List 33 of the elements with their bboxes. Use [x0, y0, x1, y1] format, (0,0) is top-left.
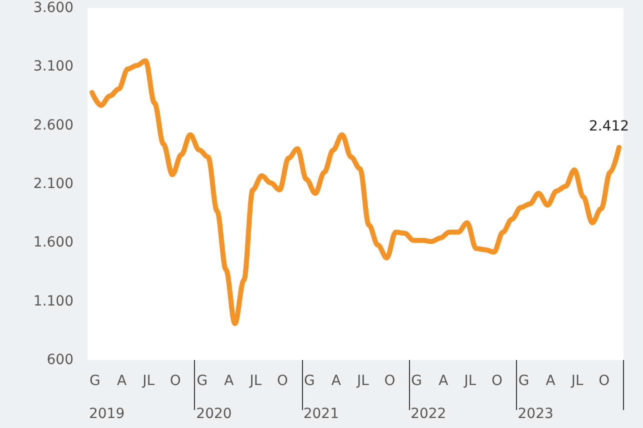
x-tick-label: JL: [248, 373, 262, 389]
x-tick-label: G: [196, 373, 208, 389]
x-tick-label: JL: [356, 373, 370, 389]
x-tick-label: O: [491, 373, 502, 389]
y-tick-label: 3.600: [33, 0, 74, 16]
x-tick-label: O: [598, 373, 610, 389]
y-tick-label: 600: [46, 352, 74, 368]
x-tick-label: JL: [142, 373, 155, 389]
x-tick-label: A: [546, 373, 556, 389]
text: 2020: [196, 406, 232, 422]
x-tick-label: G: [518, 373, 530, 389]
x-tick-label: A: [224, 373, 234, 389]
y-tick-label: 2.100: [33, 176, 74, 192]
data-label: 2.412: [588, 118, 630, 134]
x-tick-label: G: [411, 373, 422, 389]
x-tick-label: JL: [463, 373, 476, 389]
text: 2019: [88, 406, 125, 422]
text: 2021: [303, 406, 340, 422]
x-tick-label: O: [277, 373, 288, 389]
x-tick-label: JL: [570, 373, 584, 389]
y-tick-label: 1.600: [33, 234, 74, 251]
y-tick-label: 3.100: [33, 58, 74, 75]
x-tick-label: O: [384, 373, 396, 389]
y-tick-label: 2.600: [33, 117, 74, 134]
x-tick-label: A: [331, 373, 342, 389]
text: 2022: [410, 406, 446, 422]
x-tick-label: G: [304, 373, 315, 389]
text: 2023: [518, 406, 554, 422]
x-tick-label: G: [90, 373, 100, 389]
x-tick-label: A: [438, 373, 449, 389]
x-tick-label: O: [170, 373, 181, 389]
y-tick-label: 1.100: [33, 293, 74, 310]
x-tick-label: A: [116, 373, 127, 389]
